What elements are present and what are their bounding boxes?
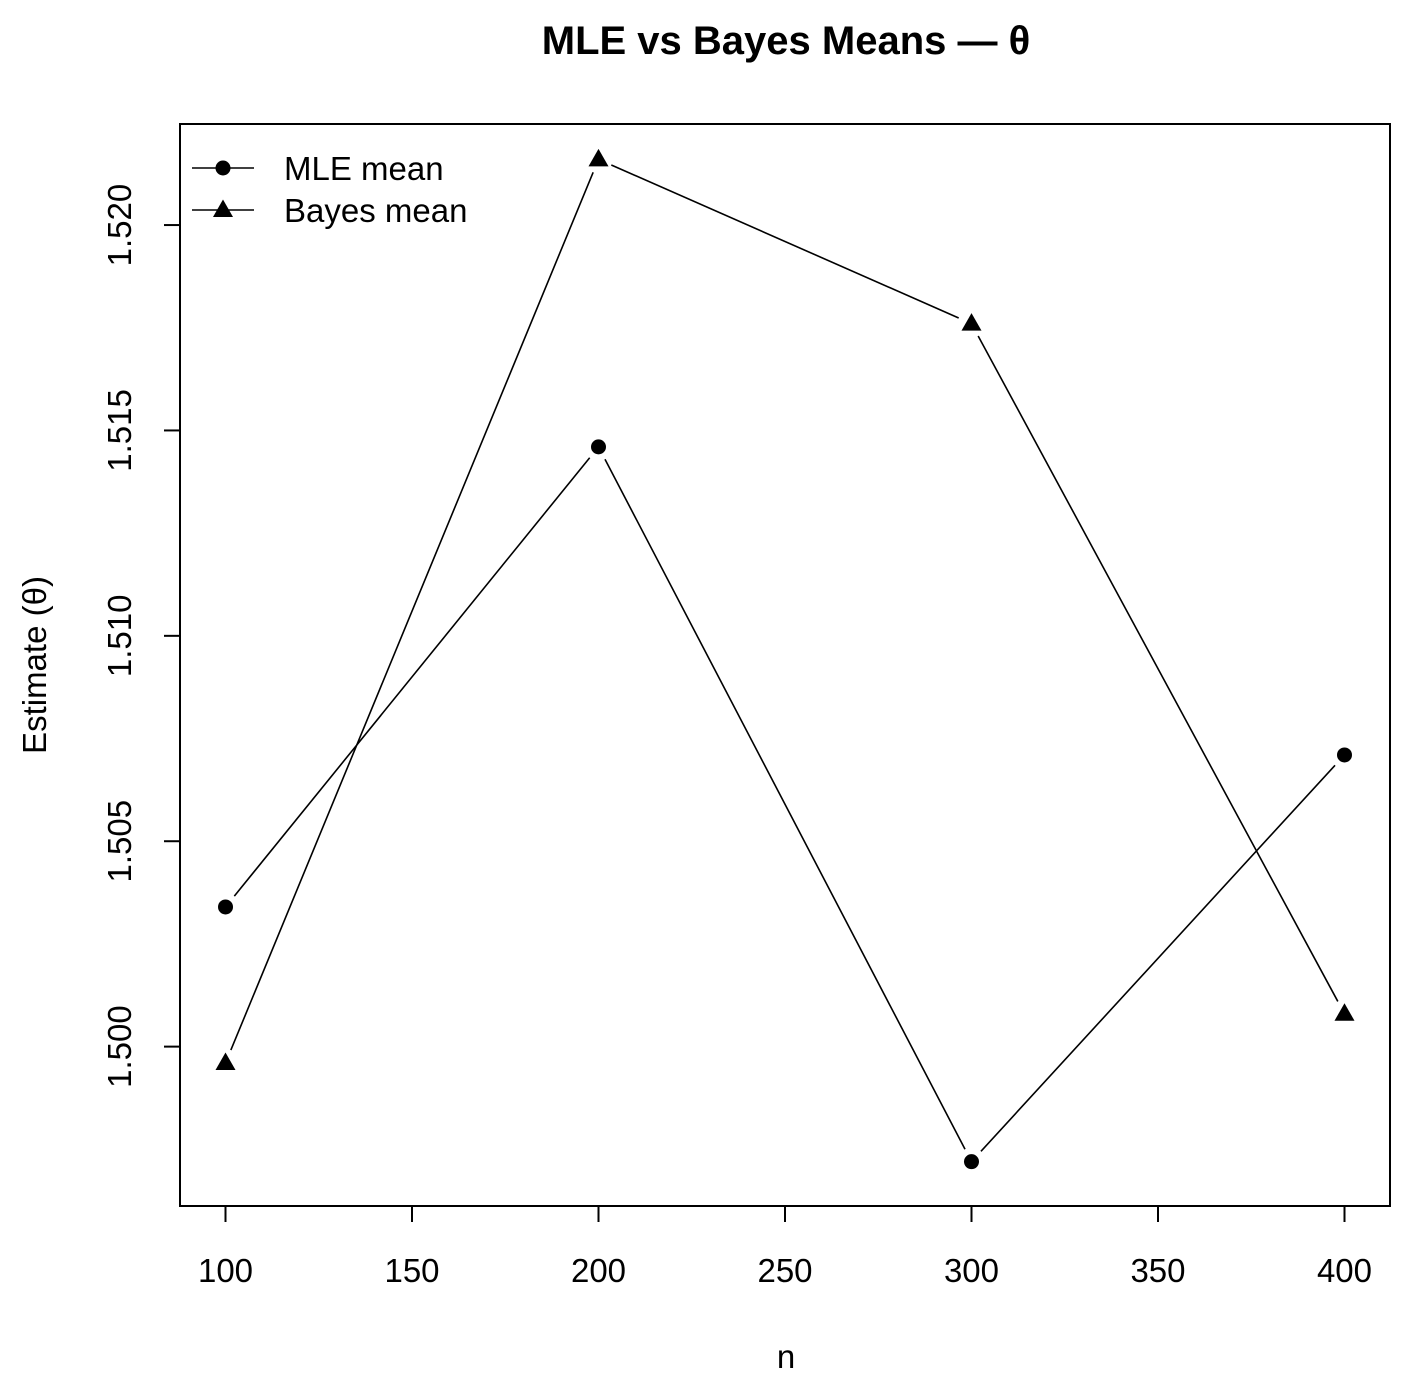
- mle-mean-point: [963, 1154, 979, 1170]
- x-tick-label: 350: [1130, 1252, 1185, 1289]
- x-axis-label: n: [777, 1338, 795, 1375]
- legend-label-mle-mean: MLE mean: [284, 150, 444, 187]
- y-axis-label: Estimate (θ): [16, 576, 53, 754]
- bayes-mean-segment: [610, 164, 960, 319]
- y-axis: 1.500 1.505 1.510 1.515 1.520: [101, 184, 181, 1088]
- mle-mean-point: [218, 899, 234, 915]
- mle-mean-point: [591, 439, 607, 455]
- series-points: [215, 148, 1355, 1170]
- bayes-mean-segment: [977, 335, 1339, 1002]
- x-tick-label: 400: [1317, 1252, 1372, 1289]
- y-tick-label: 1.515: [101, 389, 138, 472]
- x-tick-label: 300: [944, 1252, 999, 1289]
- mle-mean-segment: [604, 458, 966, 1150]
- chart-title: MLE vs Bayes Means — θ: [542, 19, 1030, 63]
- x-tick-label: 250: [757, 1252, 812, 1289]
- bayes-mean-point: [215, 1052, 236, 1071]
- y-tick-label: 1.500: [101, 1005, 138, 1088]
- legend: MLE mean Bayes mean: [192, 150, 467, 229]
- series-lines: [230, 164, 1339, 1152]
- legend-marker-bayes-mean: [213, 199, 233, 217]
- y-tick-label: 1.510: [101, 595, 138, 678]
- x-axis: 100 150 200 250 300 350 400: [198, 1205, 1372, 1289]
- mle-mean-segment: [233, 457, 591, 897]
- legend-marker-mle-mean: [215, 160, 231, 176]
- plot-frame: [179, 123, 1391, 1207]
- bayes-mean-segment: [230, 171, 594, 1051]
- mle-mean-segment: [980, 764, 1336, 1152]
- bayes-mean-point: [1334, 1003, 1355, 1021]
- x-tick-label: 100: [198, 1252, 253, 1289]
- bayes-mean-point: [961, 313, 982, 331]
- legend-label-bayes-mean: Bayes mean: [284, 192, 467, 229]
- bayes-mean-point: [588, 148, 609, 167]
- y-tick-label: 1.520: [101, 184, 138, 267]
- y-tick-label: 1.505: [101, 800, 138, 883]
- x-tick-label: 200: [571, 1252, 626, 1289]
- mle-mean-point: [1336, 747, 1352, 763]
- x-tick-label: 150: [384, 1252, 439, 1289]
